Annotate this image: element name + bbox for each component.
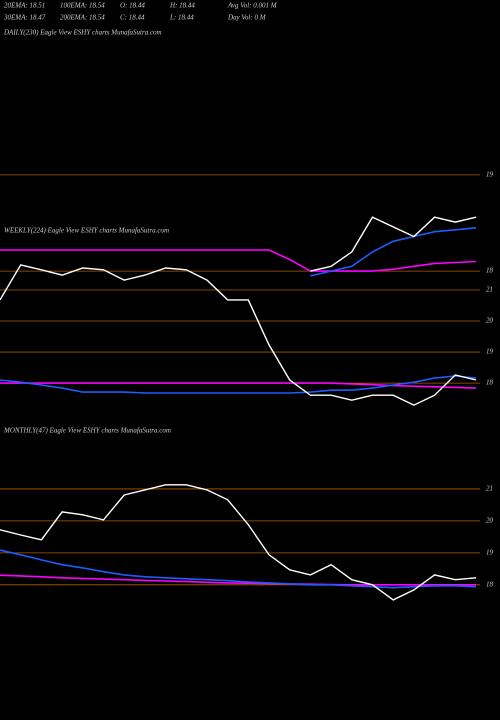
header-stat: Avg Vol: 0.001 M [227, 2, 278, 10]
panel-label: MONTHLY(47) Eagle View ESHY charts Munaf… [3, 427, 171, 435]
header-stat: L: 18.44 [169, 14, 194, 22]
y-tick-label: 19 [486, 171, 494, 179]
series-line [0, 484, 477, 601]
y-tick-label: 21 [486, 286, 493, 294]
y-tick-label: 21 [486, 485, 493, 493]
series-line [0, 249, 477, 272]
y-tick-label: 19 [486, 548, 494, 556]
series-line [0, 549, 477, 589]
y-tick-label: 18 [486, 580, 494, 588]
y-tick-label: 18 [486, 267, 494, 275]
y-tick-label: 19 [486, 348, 494, 356]
y-tick-label: 18 [486, 379, 494, 387]
header-stat: H: 18.44 [169, 2, 195, 10]
header-stat: 30EMA: 18.47 [3, 14, 46, 22]
series-line [0, 382, 477, 389]
header-stat: 200EMA: 18.54 [60, 14, 105, 22]
series-line [310, 216, 477, 272]
header-stat: Day Vol: 0 M [227, 14, 267, 22]
y-tick-label: 20 [486, 516, 494, 524]
series-line [0, 375, 477, 394]
header-stat: 100EMA: 18.54 [60, 2, 105, 10]
series-line [0, 574, 476, 586]
series-line [0, 264, 477, 406]
header-stat: O: 18.44 [120, 2, 145, 10]
series-line [310, 227, 477, 277]
header-stat: 20EMA: 18.51 [4, 2, 45, 10]
y-tick-label: 20 [486, 317, 494, 325]
panel-label: DAILY(230) Eagle View ESHY charts Munafa… [3, 29, 162, 37]
header-stat: C: 18.44 [120, 14, 145, 22]
panel-label: WEEKLY(224) Eagle View ESHY charts Munaf… [4, 227, 169, 235]
